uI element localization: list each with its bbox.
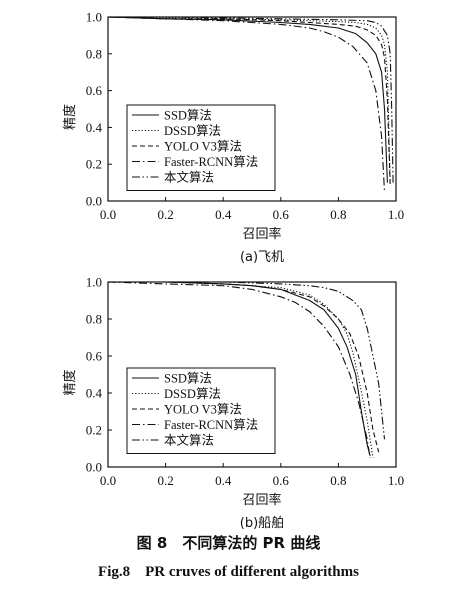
y-tick-label: 0.6 <box>86 349 103 364</box>
legend-label: YOLO V3算法 <box>164 402 242 417</box>
legend-label: 本文算法 <box>164 170 214 185</box>
y-tick-label: 1.0 <box>86 275 102 290</box>
series-line-4 <box>108 282 371 458</box>
x-tick-label: 0.6 <box>273 473 290 488</box>
legend-label: YOLO V3算法 <box>164 139 242 154</box>
legend-label: SSD算法 <box>164 371 212 386</box>
figure-caption-english: Fig.8 PR cruves of different algorithms <box>98 564 359 580</box>
legend-label: 本文算法 <box>164 433 214 448</box>
x-tick-label: 0.0 <box>100 473 116 488</box>
y-tick-label: 0.0 <box>86 194 102 209</box>
x-tick-label: 0.8 <box>330 207 346 222</box>
y-tick-label: 0.8 <box>86 46 102 61</box>
x-tick-label: 0.6 <box>273 207 290 222</box>
y-tick-label: 0.4 <box>86 120 103 135</box>
legend-label: SSD算法 <box>164 108 212 123</box>
x-tick-label: 0.8 <box>330 473 346 488</box>
x-axis-label: 召回率 <box>242 492 281 508</box>
x-tick-label: 0.4 <box>215 207 232 222</box>
panel-subtitle: (a)飞机 <box>240 250 284 265</box>
y-tick-label: 1.0 <box>86 10 102 25</box>
plot-frame <box>107 16 397 202</box>
legend-box <box>126 367 276 454</box>
series-line-3 <box>108 17 391 187</box>
legend-label: DSSD算法 <box>164 123 221 138</box>
series-line-5 <box>108 17 394 183</box>
legend-box <box>126 104 276 191</box>
series-line-1 <box>108 17 388 183</box>
y-tick-label: 0.0 <box>86 460 102 475</box>
x-tick-label: 0.0 <box>100 207 116 222</box>
y-axis-label: 精度 <box>62 104 78 130</box>
x-tick-label: 1.0 <box>388 207 404 222</box>
panel-subtitle: (b)船舶 <box>240 515 284 531</box>
legend-label: DSSD算法 <box>164 386 221 401</box>
y-axis-label: 精度 <box>62 369 78 395</box>
chart-panel-a: 0.0 0.2 0.4 0.6 0.8 1.0 0.0 0.2 0.4 0.6 0.8 1.0 召回率 精… <box>62 10 404 266</box>
legend-label: Faster-RCNN算法 <box>164 154 258 169</box>
x-axis-label: 召回率 <box>242 226 281 242</box>
x-tick-label: 0.2 <box>157 207 173 222</box>
legend-label: Faster-RCNN算法 <box>164 417 258 432</box>
y-tick-label: 0.2 <box>86 157 102 172</box>
series-line-3 <box>108 282 380 453</box>
chart-panel-b: 0.0 0.2 0.4 0.6 0.8 1.0 0.0 0.2 0.4 0.6 0.8 1.0 召回率 精… <box>62 275 404 532</box>
y-tick-label: 0.4 <box>86 386 103 401</box>
x-tick-label: 1.0 <box>388 473 404 488</box>
y-tick-label: 0.2 <box>86 423 102 438</box>
x-tick-label: 0.2 <box>157 473 173 488</box>
y-tick-label: 0.6 <box>86 83 103 98</box>
y-tick-label: 0.8 <box>86 312 102 327</box>
figure-caption-chinese: 图 8 不同算法的 PR 曲线 <box>136 534 321 552</box>
x-tick-label: 0.4 <box>215 473 232 488</box>
plot-frame <box>107 281 397 468</box>
series-line-4 <box>108 17 386 192</box>
